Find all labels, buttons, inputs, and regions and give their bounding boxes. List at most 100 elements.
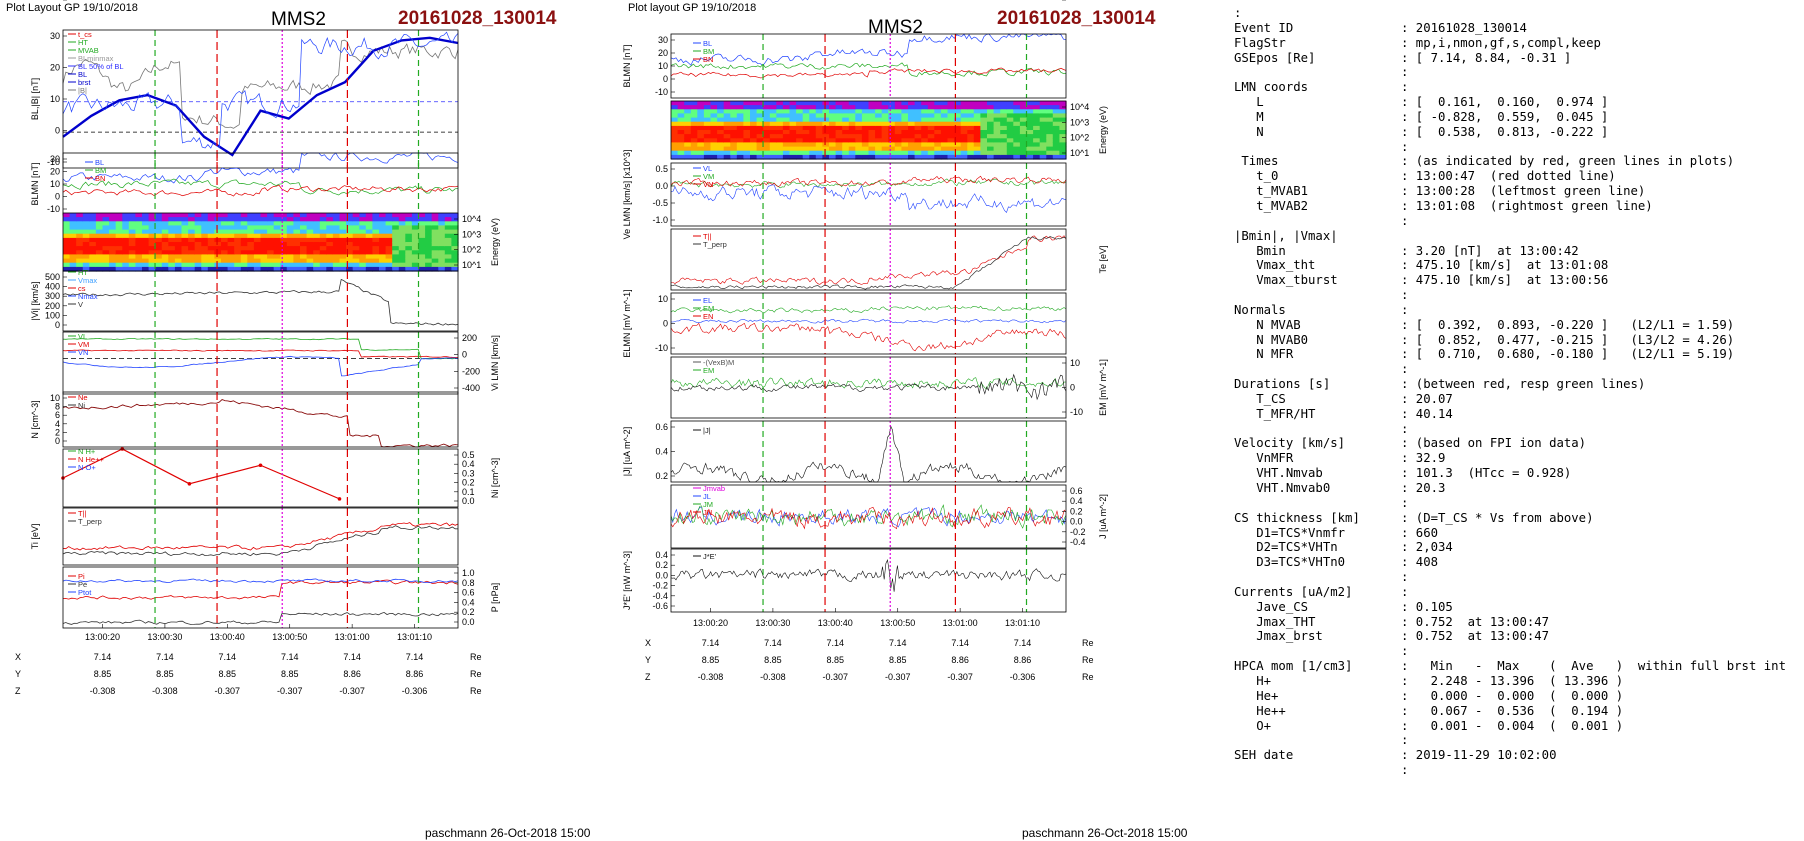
info-key: SEH date [1234,748,1294,763]
legend-label: EN [703,312,713,321]
info-value: : 0.752 at 13:00:47 [1401,629,1550,644]
info-value: : [ -0.828, 0.559, 0.045 ] [1401,109,1609,124]
right-footer: paschmann 26-Oct-2018 15:00 [1022,826,1188,840]
jn-line [670,506,1067,530]
info-key: Jmax_brst [1234,629,1323,644]
he-plus-plus-segment [189,464,261,485]
y-tick-label: 20 [50,63,60,73]
y-tick-label: 0.2 [1070,506,1083,516]
vm-line [62,349,458,358]
pos-value: -0.307 [947,672,973,682]
info-key: HPCA mom [1/cm3] [1234,659,1353,674]
time-tick-label: 13:00:30 [755,618,790,628]
y-axis-label: Te [eV] [1098,245,1108,273]
info-row: Jmax_brst : 0.752 at 13:00:47 [1234,629,1800,644]
y-tick-label: 0 [55,192,60,202]
info-row: t_MVAB1: 13:00:28 (leftmost green line) [1234,184,1800,199]
left-footer: paschmann 26-Oct-2018 15:00 [425,826,591,840]
left-panel-frame [62,331,459,395]
pos-value: 7.14 [951,638,969,648]
legend-label: -(VexB)M [703,358,734,367]
info-value: : 2019-11-29 10:02:00 [1401,748,1557,763]
y-tick-label: 0.0 [655,181,668,191]
y-tick-label: -10 [47,204,60,214]
vi-magnitude-line [62,278,459,326]
pos-value: 7.14 [889,638,907,648]
legend-label: T|| [703,232,712,241]
info-key: Durations [s] [1234,377,1331,392]
info-row: M: [ -0.828, 0.559, 0.045 ] [1234,110,1800,125]
info-key: |Bmin|, |Vmax| [1234,228,1338,243]
info-row: FlagStr: mp,i,nmon,gf,s,compl,keep [1234,36,1800,51]
info-row: VnMFR: 32.9 [1234,451,1800,466]
pos-row-label: X [645,638,651,648]
legend-label: JN [703,508,712,517]
bl-line [670,33,1067,66]
ve-m-line [670,178,1067,189]
y-tick-label: 10 [658,61,668,71]
info-value: : [ 0.161, 0.160, 0.974 ] [1401,95,1609,110]
right-event-title: 20161028_130014 [997,8,1156,29]
legend-label: VM [78,340,89,349]
info-row: N MFR: [ 0.710, 0.680, -0.180 ] (L2/L1 =… [1234,347,1800,362]
info-row: L : [ 0.161, 0.160, 0.974 ] [1234,95,1800,110]
info-row: : [1234,763,1800,778]
y-tick-label: 0.0 [462,617,475,627]
ptot-line [62,578,459,584]
info-key: He+ [1234,688,1279,703]
info-value: : 20161028_130014 [1401,20,1527,35]
info-row: Velocity [km/s]: (based on FPI ion data) [1234,436,1800,451]
info-key: N MVAB [1234,317,1301,332]
y-tick-label: 200 [462,333,477,343]
y-tick-label: 0 [55,436,60,446]
info-value: : 101.3 (HTcc = 0.928) [1401,466,1572,481]
info-row: Vmax_tburst: 475.10 [km/s] at 13:00:56 [1234,273,1800,288]
y-tick-label: 400 [45,282,60,292]
info-row: GSEpos [Re]: [ 7.14, 8.84, -0.31 ] [1234,51,1800,66]
info-key: VnMFR [1234,451,1294,466]
info-value: : [1401,302,1409,317]
y-tick-label: 100 [45,310,60,320]
y-tick-label: -0.2 [652,581,668,591]
pos-value: -0.308 [90,686,116,696]
time-tick-label: 13:01:00 [335,632,370,642]
info-key: O+ [1234,718,1272,733]
y-axis-label: ELMN [mV m^-1] [622,289,632,357]
y-axis-label: Vi LMN [km/s] [490,335,500,391]
legend-label: BM [95,166,106,175]
bl-brst-line [62,31,459,149]
t-perp-line [62,525,459,557]
info-row: : [1234,214,1800,229]
pos-value: 7.14 [702,638,720,648]
info-row: T_MFR/HT: 40.14 [1234,407,1800,422]
y-tick-label: 0.2 [462,478,475,488]
info-value: : 40.14 [1401,406,1453,421]
info-key: L [1234,95,1264,110]
pos-unit: Re [470,669,482,679]
time-tick-label: 13:00:50 [880,618,915,628]
y-tick-label: 10^3 [41,0,60,2]
y-tick-label: 6 [55,410,60,420]
info-key: N [1234,124,1264,139]
legend-label: N He++ [78,455,104,464]
legend-label: EM [703,366,714,375]
info-row: : [1234,733,1800,748]
legend-label: Vmax [78,276,97,285]
info-row: N MVAB0: [ 0.852, 0.477, -0.215 ] (L3/L2… [1234,333,1800,348]
info-value: : [ 0.392, 0.893, -0.220 ] (L2/L1 = 1.59… [1401,317,1735,332]
y-tick-label: -0.2 [1070,527,1086,537]
info-value: : [1401,80,1409,95]
info-row: Durations [s]: (between red, resp green … [1234,377,1800,392]
pos-value: 8.85 [156,669,174,679]
event-info-panel: : Event ID: 20161028_130014 FlagStr: mp,i,… [1234,6,1800,778]
y-tick-label: -10 [655,87,668,97]
info-key: D2=TCS*VHTn [1234,540,1338,555]
he-plus-plus-segment [121,448,190,485]
y-tick-label: 0 [1070,383,1075,393]
info-row: : [1234,362,1800,377]
y-tick-label: 1.0 [462,568,475,578]
legend-label: Ne [78,393,88,402]
info-key: Jave_CS [1234,599,1309,614]
legend-label: VL [78,332,87,341]
y-tick-label: 10^2 [1070,0,1089,2]
